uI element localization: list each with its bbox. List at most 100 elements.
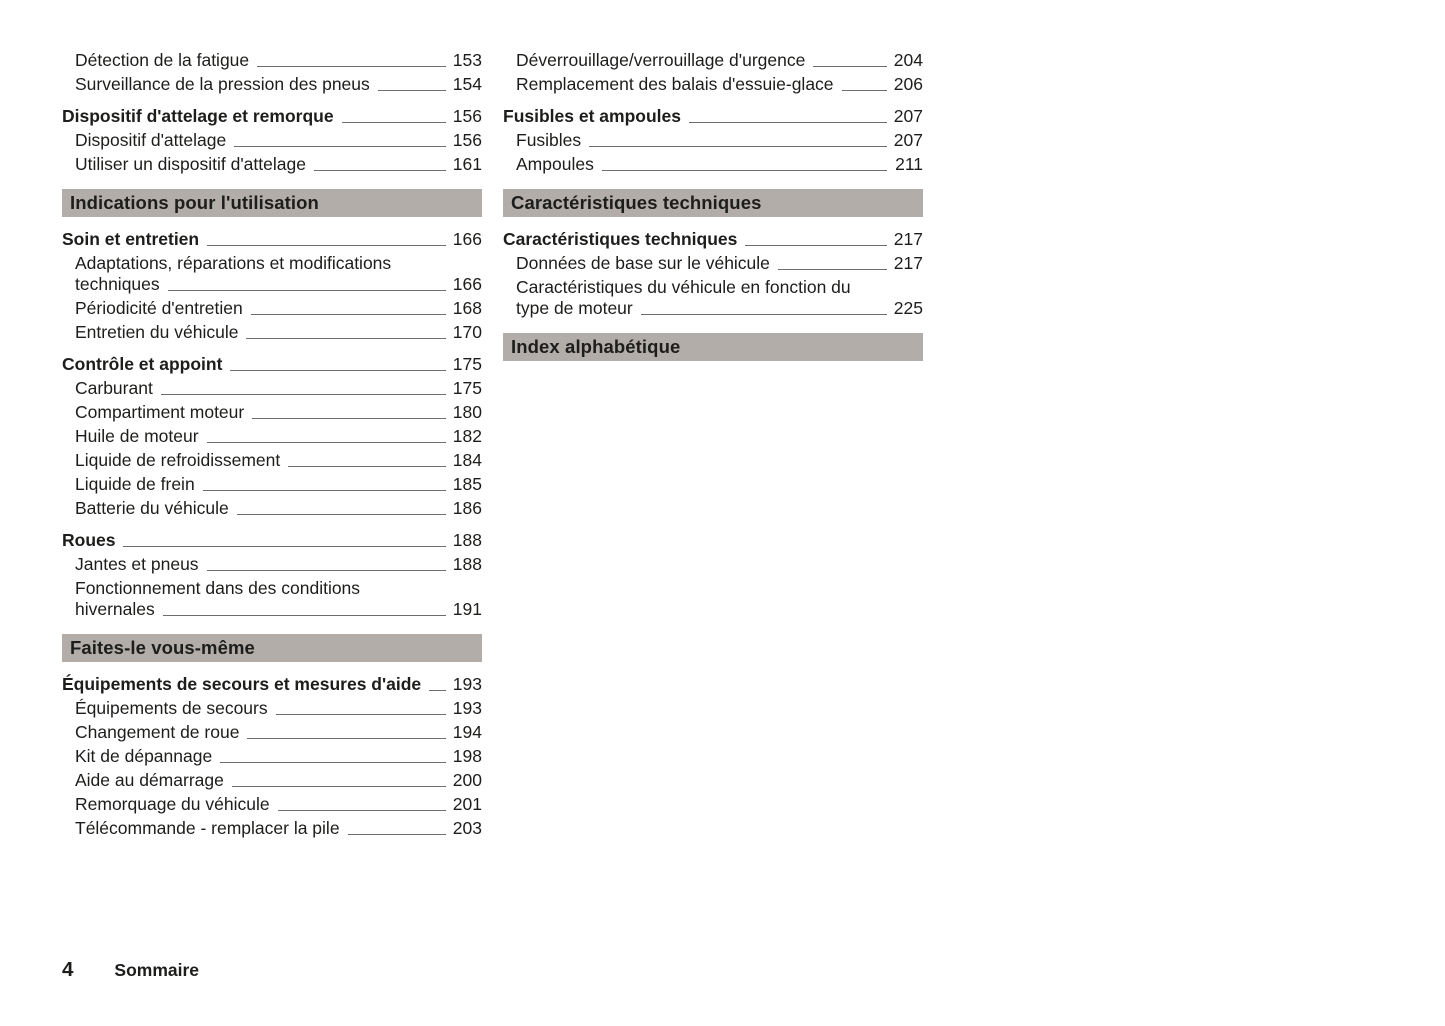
toc-entry-row: Données de base sur le véhicule 217 <box>516 253 923 274</box>
toc-entry: Périodicité d'entretien 168 <box>62 298 482 319</box>
toc-entry-row: Équipements de secours et mesures d'aide… <box>62 674 482 695</box>
toc-entry-row: Utiliser un dispositif d'attelage 161 <box>75 154 482 175</box>
toc-entry-row: Périodicité d'entretien 168 <box>75 298 482 319</box>
toc-entry-label: hivernales <box>75 599 155 619</box>
toc-page-number: 207 <box>893 106 923 126</box>
toc-block: Soin et entretien 166 Adaptations, réparat… <box>62 229 482 343</box>
toc-entry-row: Aide au démarrage 200 <box>75 770 482 791</box>
toc-page-number: 166 <box>452 229 482 249</box>
toc-block: Contrôle et appoint 175 Carburant 175 Compar… <box>62 354 482 519</box>
toc-page-number: 188 <box>452 554 482 574</box>
toc-entry-label: type de moteur <box>516 298 633 318</box>
toc-entry-label: Données de base sur le véhicule <box>516 253 770 273</box>
toc-entry: Fusibles 207 <box>503 130 923 151</box>
toc-page-number: 200 <box>452 770 482 790</box>
toc-entry-row: Liquide de refroidissement 184 <box>75 450 482 471</box>
leader-line <box>160 394 446 395</box>
leader-line <box>207 245 446 246</box>
toc-entry-row: type de moteur 225 <box>516 298 923 319</box>
toc-entry: Dispositif d'attelage 156 <box>62 130 482 151</box>
toc-page-number: 154 <box>452 74 482 94</box>
toc-page-number: 225 <box>893 298 923 318</box>
toc-entry-label: Surveillance de la pression des pneus <box>75 74 370 94</box>
leader-line <box>206 442 446 443</box>
toc-column-right: Déverrouillage/verrouillage d'urgence 204… <box>503 50 923 839</box>
toc-entry-label: Détection de la fatigue <box>75 50 250 70</box>
toc-entry: Remplacement des balais d'essuie-glace 20… <box>503 74 923 95</box>
leader-line <box>236 514 446 515</box>
toc-entry-row: techniques 166 <box>75 274 482 295</box>
toc-page-number: 156 <box>452 130 482 150</box>
leader-line <box>288 466 446 467</box>
section-header-label: Faites-le vous-même <box>70 637 255 658</box>
toc-entry: Soin et entretien 166 <box>62 229 482 250</box>
toc-page-number: 168 <box>452 298 482 318</box>
toc-entry-label: Télécommande - remplacer la pile <box>75 818 340 838</box>
section-header-bar: Index alphabétique <box>503 333 923 361</box>
toc-entry-row: Remplacement des balais d'essuie-glace 20… <box>516 74 923 95</box>
toc-entry-label: Jantes et pneus <box>75 554 199 574</box>
toc-block: Fusibles et ampoules 207 Fusibles 207 Ampoul… <box>503 106 923 175</box>
leader-line <box>202 490 446 491</box>
toc-entry-row: Soin et entretien 166 <box>62 229 482 250</box>
toc-entry-label: Dispositif d'attelage et remorque <box>62 106 334 126</box>
toc-entry-label: Utiliser un dispositif d'attelage <box>75 154 306 174</box>
section-header-label: Index alphabétique <box>511 336 681 357</box>
toc-entry-row: Équipements de secours 193 <box>75 698 482 719</box>
leader-line <box>277 810 446 811</box>
toc-page-number: 201 <box>452 794 482 814</box>
leader-line <box>246 338 446 339</box>
leader-line <box>640 314 887 315</box>
toc-page-number: 217 <box>893 253 923 273</box>
leader-line <box>250 314 446 315</box>
toc-entry-row: Fusibles 207 <box>516 130 923 151</box>
leader-line <box>841 90 887 91</box>
toc-entry-row: Dispositif d'attelage et remorque 156 <box>62 106 482 127</box>
toc-page-number: 186 <box>452 498 482 518</box>
leader-line <box>313 170 446 171</box>
toc-page-number: 193 <box>452 698 482 718</box>
toc-page-number: 153 <box>452 50 482 70</box>
toc-entry-label: Ampoules <box>516 154 594 174</box>
toc-entry-row: Ampoules 211 <box>516 154 923 175</box>
toc-entry: Équipements de secours et mesures d'aide… <box>62 674 482 695</box>
leader-line <box>230 370 446 371</box>
toc-entry-label: Fusibles et ampoules <box>503 106 681 126</box>
toc-entry-label: Caractéristiques du véhicule en fonction… <box>516 277 851 297</box>
toc-entry-label: Contrôle et appoint <box>62 354 223 374</box>
leader-line <box>162 615 446 616</box>
leader-line <box>252 418 446 419</box>
toc-entry-label: Roues <box>62 530 116 550</box>
toc-entry-label: Périodicité d'entretien <box>75 298 243 318</box>
toc-entry: Aide au démarrage 200 <box>62 770 482 791</box>
toc-page-number: 194 <box>452 722 482 742</box>
leader-line <box>429 690 446 691</box>
toc-entry: Utiliser un dispositif d'attelage 161 <box>62 154 482 175</box>
toc-entry: Déverrouillage/verrouillage d'urgence 204 <box>503 50 923 71</box>
toc-entry: Caractéristiques techniques 217 <box>503 229 923 250</box>
leader-line <box>220 762 446 763</box>
toc-block: Caractéristiques techniques 217 Données de… <box>503 229 923 319</box>
leader-line <box>745 245 887 246</box>
toc-entry-label: Dispositif d'attelage <box>75 130 227 150</box>
toc-entry-label: Remplacement des balais d'essuie-glace <box>516 74 834 94</box>
toc-entry: Équipements de secours 193 <box>62 698 482 719</box>
toc-page-number: 206 <box>893 74 923 94</box>
toc-entry: Dispositif d'attelage et remorque 156 <box>62 106 482 127</box>
page-footer: 4 Sommaire <box>62 958 199 982</box>
leader-line <box>377 90 446 91</box>
toc-entry-row: Surveillance de la pression des pneus 154 <box>75 74 482 95</box>
toc-entry-row: Kit de dépannage 198 <box>75 746 482 767</box>
toc-entry: Détection de la fatigue 153 <box>62 50 482 71</box>
toc-entry-row: Batterie du véhicule 186 <box>75 498 482 519</box>
footer-page-number: 4 <box>62 958 74 981</box>
toc-entry-row: Compartiment moteur 180 <box>75 402 482 423</box>
toc-entry-row: Détection de la fatigue 153 <box>75 50 482 71</box>
table-of-contents: Détection de la fatigue 153 Surveillance d… <box>62 50 923 839</box>
leader-line <box>231 786 446 787</box>
leader-line <box>347 834 446 835</box>
toc-entry-row: Jantes et pneus 188 <box>75 554 482 575</box>
toc-block: Roues 188 Jantes et pneus 188 Fonctionnement… <box>62 530 482 620</box>
toc-entry-label: Aide au démarrage <box>75 770 224 790</box>
